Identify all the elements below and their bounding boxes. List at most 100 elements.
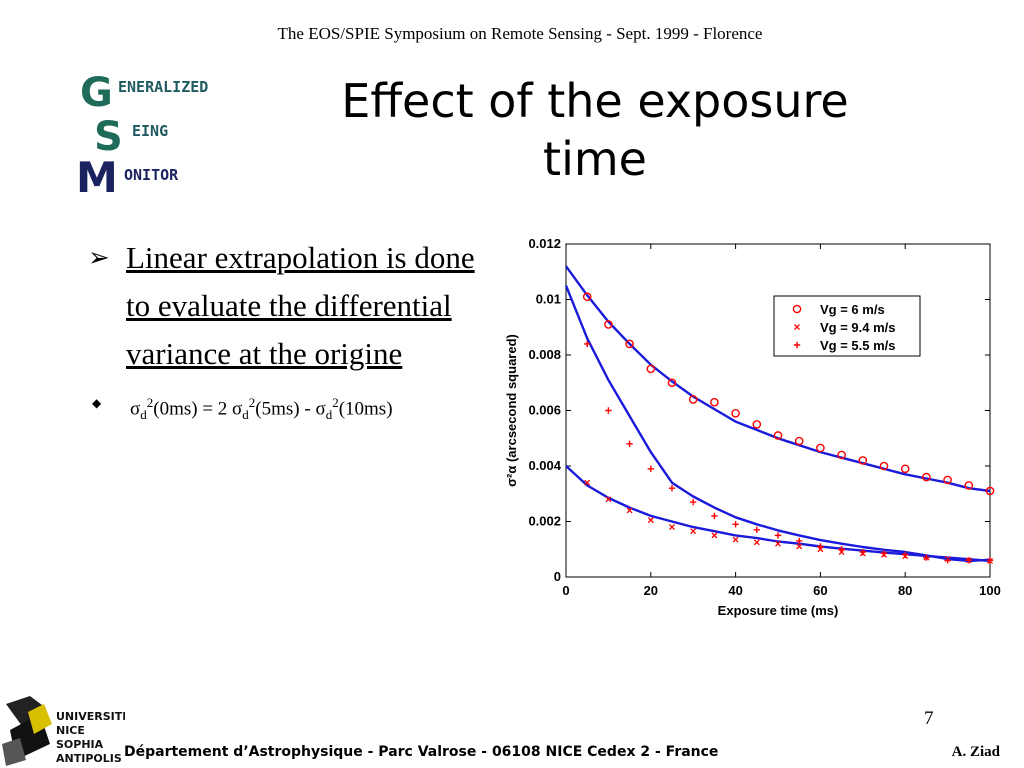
fit-line <box>564 285 991 563</box>
fit-line <box>565 265 991 493</box>
data-point <box>880 550 888 557</box>
data-point <box>773 431 783 440</box>
data-point <box>796 543 803 550</box>
footer-address: Département d’Astrophysique - Parc Valro… <box>124 744 719 760</box>
university-logo-line2: NICE <box>56 724 85 737</box>
data-point <box>584 479 591 486</box>
y-tick-label: 0.01 <box>536 292 561 307</box>
arrow-bullet-icon: ➢ <box>88 243 110 272</box>
formula-text: σd2(0ms) = 2 σd2(5ms) - σd2(10ms) <box>130 395 393 423</box>
data-point <box>584 340 591 348</box>
data-point <box>944 557 951 564</box>
x-tick-label: 80 <box>898 583 912 598</box>
university-logo: UNIVERSITÉ NICE SOPHIA ANTIPOLIS <box>2 696 125 766</box>
gsm-logo-m: M <box>76 153 118 196</box>
gsm-logo-line2: EING <box>132 122 168 140</box>
data-point <box>986 557 994 564</box>
x-axis-label: Exposure time (ms) <box>718 603 839 618</box>
data-point <box>792 304 802 314</box>
data-point <box>667 378 677 388</box>
data-point <box>732 521 739 528</box>
gsm-logo-s: S <box>94 114 123 160</box>
data-point <box>711 532 718 539</box>
data-point <box>647 465 654 472</box>
data-point <box>964 481 974 490</box>
y-axis-label: σ²α (arcsecond squared) <box>504 334 519 487</box>
plot-area <box>565 243 991 578</box>
data-point <box>626 440 633 447</box>
data-point <box>774 532 782 539</box>
y-tick-label: 0.002 <box>528 514 561 529</box>
data-point <box>900 464 910 474</box>
y-tick-label: 0.012 <box>528 236 561 251</box>
data-point <box>816 443 825 453</box>
data-point <box>752 420 762 429</box>
data-point <box>626 507 633 514</box>
y-tick-label: 0 <box>554 569 561 584</box>
series <box>565 265 995 496</box>
data-point <box>710 397 719 407</box>
gsm-logo: G ENERALIZED S EING M ONITOR <box>76 70 208 196</box>
data-point <box>923 554 930 561</box>
data-point <box>943 475 952 485</box>
data-point <box>731 408 740 418</box>
conference-header: The EOS/SPIE Symposium on Remote Sensing… <box>277 24 763 43</box>
legend-label: Vg = 9.4 m/s <box>820 320 896 335</box>
data-point <box>794 436 804 446</box>
data-point <box>753 526 760 534</box>
data-point <box>604 320 613 329</box>
data-point <box>690 528 697 535</box>
data-point <box>793 341 801 349</box>
data-point <box>817 543 824 550</box>
gsm-logo-line1: ENERALIZED <box>118 78 208 96</box>
data-point <box>775 540 781 547</box>
gsm-logo-line3: ONITOR <box>124 166 179 184</box>
data-point <box>647 517 654 524</box>
x-tick-label: 40 <box>728 583 742 598</box>
data-point <box>985 486 995 496</box>
data-point <box>690 498 697 506</box>
formula-item: ◆ σd2(0ms) = 2 σd2(5ms) - σd2(10ms) <box>88 390 498 428</box>
data-point <box>668 485 676 492</box>
data-point <box>838 546 845 553</box>
exposure-time-chart: 0 20 40 60 80 100 0 0.002 0.004 0.006 0.008 0.01 0.0… <box>504 236 1001 618</box>
bullet-item: ➢ Linear extrapolation is done to evalua… <box>88 234 498 378</box>
data-point <box>794 324 800 330</box>
data-point <box>605 407 612 414</box>
data-point <box>879 461 889 471</box>
data-point <box>582 292 592 302</box>
bullet-list: ➢ Linear extrapolation is done to evalua… <box>88 234 498 428</box>
data-point <box>837 450 846 460</box>
slide-title: Effect of the exposure time <box>341 74 849 186</box>
legend-label: Vg = 6 m/s <box>820 302 885 317</box>
data-point <box>796 537 803 545</box>
series <box>564 285 994 564</box>
x-tick-label: 100 <box>979 583 1001 598</box>
data-point <box>605 496 612 503</box>
data-point <box>965 557 972 564</box>
gsm-logo-g: G <box>80 70 113 116</box>
legend: Vg = 6 m/s Vg = 9.4 m/s Vg = 5.5 m/s <box>773 295 921 357</box>
data-point <box>902 551 909 558</box>
data-point <box>922 472 931 482</box>
y-tick-label: 0.008 <box>528 347 561 362</box>
university-logo-line3: SOPHIA <box>56 738 104 751</box>
x-tick-label: 60 <box>813 583 827 598</box>
data-point <box>688 395 698 404</box>
legend-label: Vg = 5.5 m/s <box>820 338 896 353</box>
data-point <box>732 536 739 543</box>
y-tick-label: 0.006 <box>528 403 561 418</box>
data-point <box>711 512 718 520</box>
data-point <box>859 548 866 556</box>
data-point <box>625 339 634 349</box>
data-point <box>669 524 675 531</box>
data-point <box>646 364 656 374</box>
page-number: 7 <box>924 708 934 729</box>
university-logo-line4: ANTIPOLIS <box>56 752 122 765</box>
university-logo-line1: UNIVERSITÉ <box>56 710 125 723</box>
y-tick-label: 0.004 <box>528 458 561 473</box>
x-tick-label: 20 <box>644 583 658 598</box>
data-point <box>753 539 760 546</box>
diamond-bullet-icon: ◆ <box>92 396 102 410</box>
footer: Département d’Astrophysique - Parc Valro… <box>0 740 1024 768</box>
